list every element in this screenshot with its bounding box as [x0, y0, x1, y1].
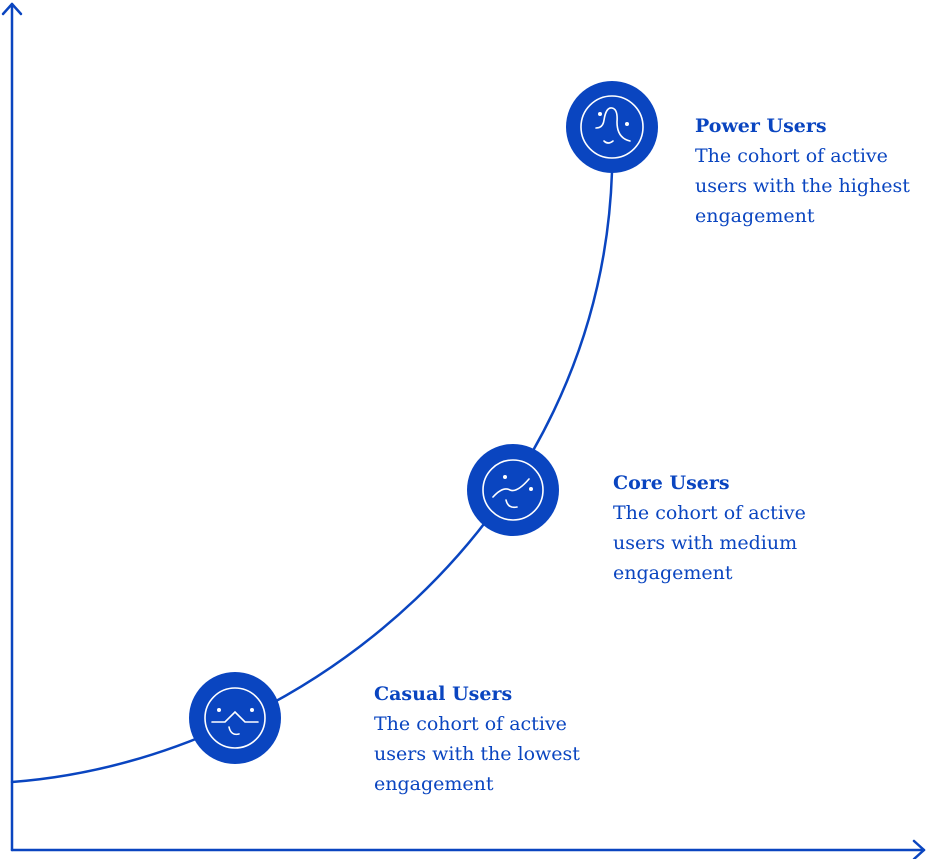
core-users-node [467, 444, 559, 536]
casual-users-label: Casual Users The cohort of active users … [374, 679, 589, 799]
face-flat-line-icon [211, 708, 259, 736]
y-axis-arrow-icon [1, 2, 23, 16]
core-users-description: The cohort of active users with medium e… [613, 502, 806, 584]
casual-users-node [189, 672, 281, 764]
core-users-label: Core Users The cohort of active users wi… [613, 468, 828, 588]
power-users-label: Power Users The cohort of active users w… [695, 111, 910, 231]
power-users-title: Power Users [695, 115, 827, 137]
face-peak-line-icon [595, 107, 631, 144]
power-users-description: The cohort of active users with the high… [695, 145, 910, 227]
growth-curve [10, 170, 614, 784]
casual-users-description: The cohort of active users with the lowe… [374, 713, 580, 795]
casual-users-title: Casual Users [374, 683, 513, 705]
core-users-title: Core Users [613, 472, 730, 494]
power-users-node [566, 81, 658, 173]
x-axis-arrow-icon [912, 839, 926, 859]
face-rising-line-icon [492, 475, 533, 509]
